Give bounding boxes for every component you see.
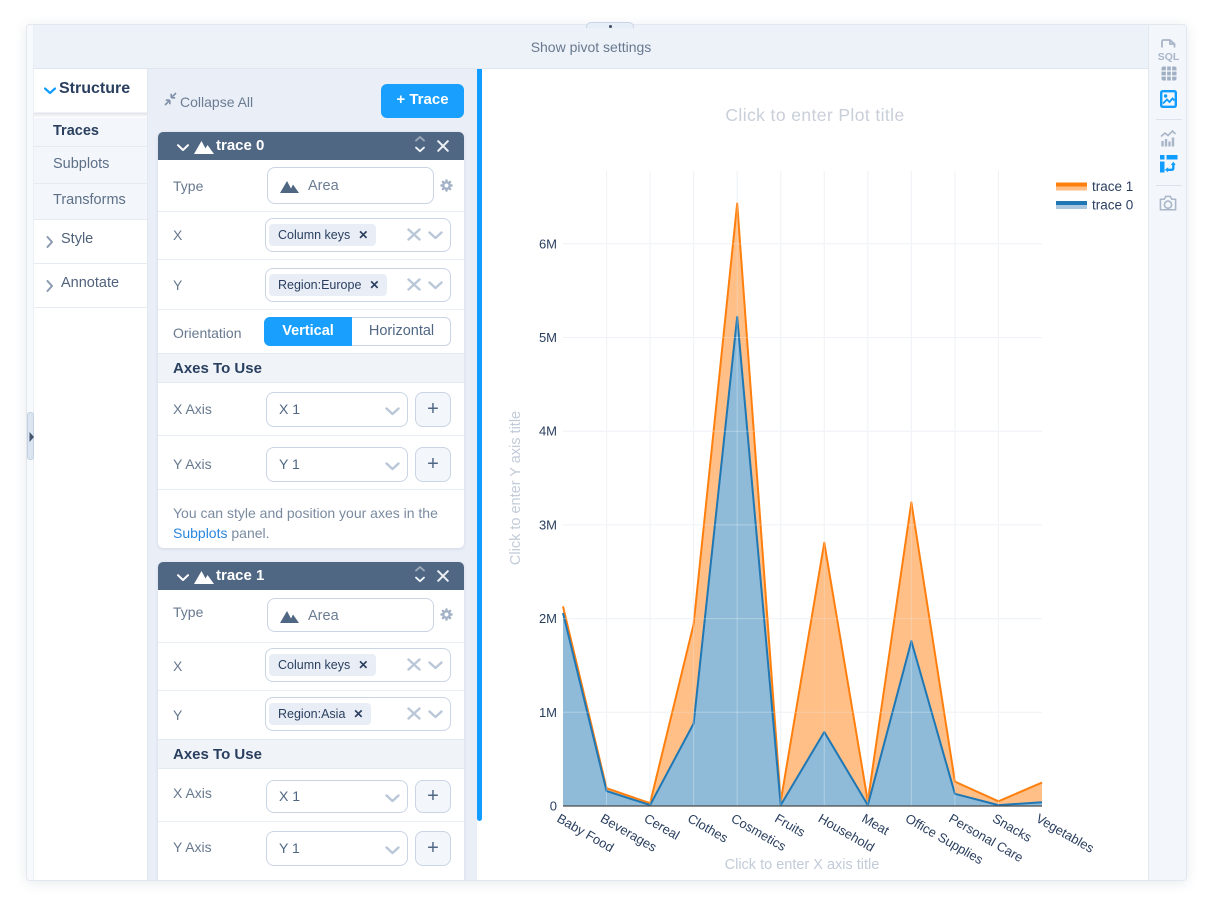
svg-text:0: 0 bbox=[550, 799, 557, 814]
svg-text:2M: 2M bbox=[539, 611, 557, 626]
svg-text:Clothes: Clothes bbox=[685, 811, 731, 846]
svg-text:3M: 3M bbox=[539, 517, 557, 532]
svg-text:trace 0: trace 0 bbox=[1092, 198, 1133, 213]
svg-text:4M: 4M bbox=[539, 424, 557, 439]
svg-text:Click to enter Y axis title: Click to enter Y axis title bbox=[508, 411, 524, 565]
svg-text:trace 1: trace 1 bbox=[1092, 179, 1133, 194]
svg-text:5M: 5M bbox=[539, 330, 557, 345]
svg-text:1M: 1M bbox=[539, 705, 557, 720]
svg-text:SQL: SQL bbox=[1158, 51, 1180, 63]
svg-text:6M: 6M bbox=[539, 236, 557, 251]
svg-text:Vegetables: Vegetables bbox=[1033, 811, 1097, 856]
svg-text:Click to enter Plot title: Click to enter Plot title bbox=[725, 105, 904, 125]
svg-text:Click to enter X axis title: Click to enter X axis title bbox=[725, 857, 880, 873]
